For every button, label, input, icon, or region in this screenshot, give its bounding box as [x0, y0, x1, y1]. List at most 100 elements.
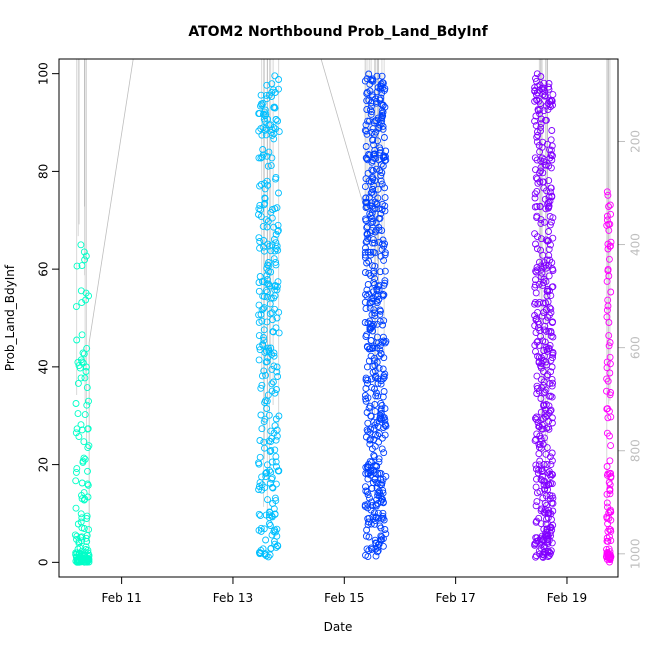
- data-point: [371, 275, 379, 283]
- data-point: [537, 444, 545, 452]
- data-point: [542, 116, 550, 124]
- data-point: [82, 368, 90, 375]
- right-axis: 200 400 600 800 1000: [618, 130, 643, 569]
- data-point: [263, 223, 271, 231]
- x-tick-label: Feb 11: [101, 591, 141, 605]
- data-point: [533, 187, 541, 195]
- data-point: [84, 444, 92, 452]
- data-point: [274, 467, 282, 475]
- data-point: [375, 226, 383, 234]
- data-point: [531, 437, 539, 445]
- data-point: [369, 217, 377, 225]
- data-point: [531, 154, 539, 162]
- data-point: [539, 86, 547, 94]
- data-point: [532, 112, 540, 120]
- data-point: [548, 471, 556, 479]
- data-point: [371, 536, 379, 544]
- data-point: [379, 509, 387, 517]
- data-point: [362, 204, 370, 211]
- data-point: [271, 104, 279, 112]
- data-point: [371, 407, 379, 415]
- data-point: [364, 553, 372, 561]
- data-point: [372, 165, 380, 173]
- data-point: [367, 103, 375, 110]
- data-point: [603, 364, 611, 372]
- data-point: [545, 402, 553, 410]
- data-point: [73, 336, 81, 344]
- data-point: [546, 256, 554, 264]
- data-point: [272, 261, 280, 269]
- data-point: [369, 185, 377, 193]
- data-point: [369, 262, 376, 270]
- data-point: [78, 426, 86, 434]
- data-point: [547, 151, 555, 159]
- data-point: [83, 384, 91, 392]
- data-point: [378, 479, 386, 487]
- data-point: [548, 414, 556, 422]
- data-point: [381, 240, 389, 248]
- data-point: [537, 157, 545, 165]
- data-point: [544, 509, 552, 517]
- data-point: [543, 461, 551, 468]
- data-point: [603, 429, 611, 437]
- data-point: [268, 380, 276, 388]
- data-point: [78, 547, 86, 555]
- data-point: [374, 423, 382, 431]
- data-point: [371, 228, 379, 236]
- data-point: [268, 214, 276, 222]
- data-point: [366, 345, 374, 353]
- data-point: [377, 492, 385, 500]
- data-point: [362, 238, 370, 246]
- data-point: [381, 416, 389, 424]
- data-point: [531, 230, 539, 238]
- data-point: [378, 169, 386, 177]
- data-point: [543, 515, 550, 523]
- data-point: [603, 387, 610, 395]
- data-point: [379, 108, 387, 116]
- data-point: [262, 371, 270, 379]
- data-point: [374, 431, 382, 439]
- data-point: [547, 461, 555, 469]
- data-point: [363, 409, 371, 416]
- data-point: [605, 407, 613, 415]
- data-point: [270, 362, 278, 370]
- data-point: [72, 303, 80, 311]
- data-point: [269, 484, 277, 492]
- data-point: [372, 99, 380, 107]
- data-point: [72, 557, 80, 565]
- data-point: [543, 292, 551, 300]
- data-point: [532, 74, 539, 82]
- y-axis-label: Prob_Land_BdyInf: [3, 264, 17, 371]
- data-point: [257, 125, 265, 133]
- data-point: [380, 134, 388, 141]
- data-point: [272, 258, 280, 266]
- data-point: [272, 230, 280, 238]
- data-point: [537, 167, 545, 175]
- data-point: [375, 487, 383, 495]
- data-point: [265, 280, 273, 288]
- data-point: [548, 457, 556, 465]
- data-point: [265, 411, 273, 419]
- data-point: [603, 212, 611, 220]
- data-point: [607, 474, 615, 482]
- data-point: [366, 80, 374, 88]
- data-point: [271, 89, 279, 96]
- data-points: [71, 70, 615, 566]
- data-point: [270, 429, 278, 437]
- data-point: [381, 370, 389, 378]
- x-tick-label: Feb 15: [324, 591, 364, 605]
- chart-title: ATOM2 Northbound Prob_Land_BdyInf: [188, 24, 488, 40]
- data-point: [371, 198, 379, 206]
- data-point: [261, 185, 269, 193]
- data-point: [264, 496, 271, 504]
- data-point: [380, 291, 388, 299]
- x-axis: Feb 11 Feb 13 Feb 15 Feb 17 Feb 19: [101, 576, 587, 605]
- data-point: [377, 377, 385, 385]
- data-point: [536, 258, 543, 266]
- data-point: [532, 289, 540, 297]
- data-point: [543, 102, 550, 110]
- data-point: [607, 442, 615, 450]
- data-point: [270, 537, 278, 545]
- data-point: [379, 292, 387, 300]
- data-point: [534, 82, 542, 90]
